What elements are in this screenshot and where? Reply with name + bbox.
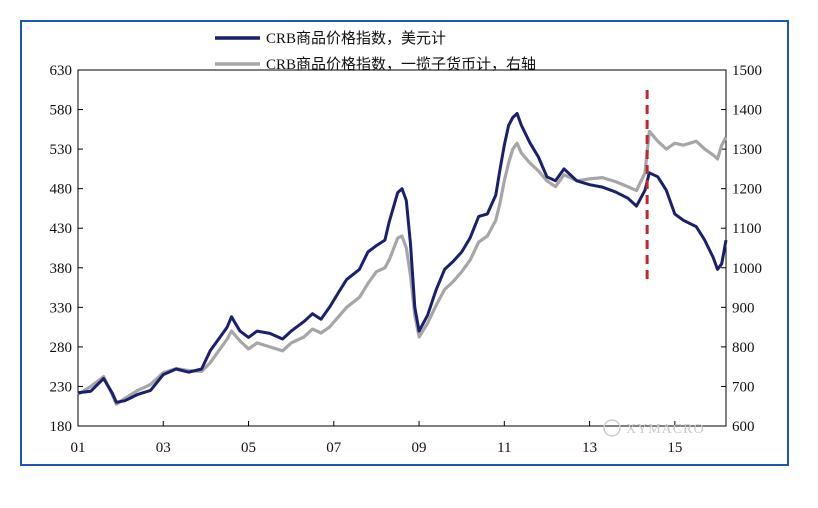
left-tick-label: 330 (50, 300, 73, 316)
left-y-axis-ticks: 180 230 280 330 380 430 480 530 580 630 (50, 63, 83, 435)
left-tick-label: 380 (50, 261, 73, 277)
series-lines (77, 112, 728, 406)
legend: CRB商品价格指数，美元计 CRB商品价格指数，一揽子货币计，右轴 (215, 30, 536, 73)
left-tick-label: 530 (50, 142, 73, 158)
left-tick-label: 480 (50, 182, 73, 198)
left-tick-label: 580 (50, 103, 73, 119)
left-tick-label: 430 (50, 221, 73, 237)
legend-label-usd: CRB商品价格指数，美元计 (266, 30, 446, 47)
right-y-axis-ticks: 600 700 800 900 1000 1100 1200 1300 1400 1500 (721, 63, 762, 435)
right-tick-label: 1200 (732, 182, 762, 198)
series-line-usd (77, 112, 728, 404)
left-tick-label: 230 (50, 379, 73, 395)
right-tick-label: 1000 (732, 261, 762, 277)
chart-frame: 180 230 280 330 380 430 480 530 580 630 600 700 800… (20, 20, 789, 466)
right-tick-label: 1400 (732, 103, 762, 119)
watermark: XYMACRO (603, 419, 705, 437)
line-chart: 180 230 280 330 380 430 480 530 580 630 600 700 800… (50, 30, 763, 456)
x-tick-label: 13 (582, 440, 597, 456)
left-tick-label: 630 (50, 63, 73, 79)
right-tick-label: 1500 (732, 63, 762, 79)
x-tick-label: 09 (412, 440, 427, 456)
x-tick-label: 01 (71, 440, 86, 456)
legend-label-basket: CRB商品价格指数，一揽子货币计，右轴 (266, 56, 536, 73)
watermark-text: XYMACRO (626, 422, 705, 437)
wechat-icon (603, 419, 621, 437)
x-tick-label: 07 (326, 440, 342, 456)
axes (77, 69, 727, 427)
x-tick-label: 15 (667, 440, 682, 456)
x-tick-label: 05 (241, 440, 256, 456)
plot-area-border (77, 69, 727, 427)
right-tick-label: 700 (732, 379, 755, 395)
series-line-basket (77, 129, 728, 406)
x-tick-label: 03 (156, 440, 171, 456)
right-tick-label: 600 (732, 419, 755, 435)
right-tick-label: 1100 (732, 221, 761, 237)
left-tick-label: 280 (50, 340, 73, 356)
right-tick-label: 800 (732, 340, 755, 356)
right-tick-label: 900 (732, 300, 755, 316)
x-axis-ticks: 01 03 05 07 09 11 13 15 (71, 421, 682, 456)
right-tick-label: 1300 (732, 142, 762, 158)
x-tick-label: 11 (497, 440, 511, 456)
left-tick-label: 180 (50, 419, 73, 435)
